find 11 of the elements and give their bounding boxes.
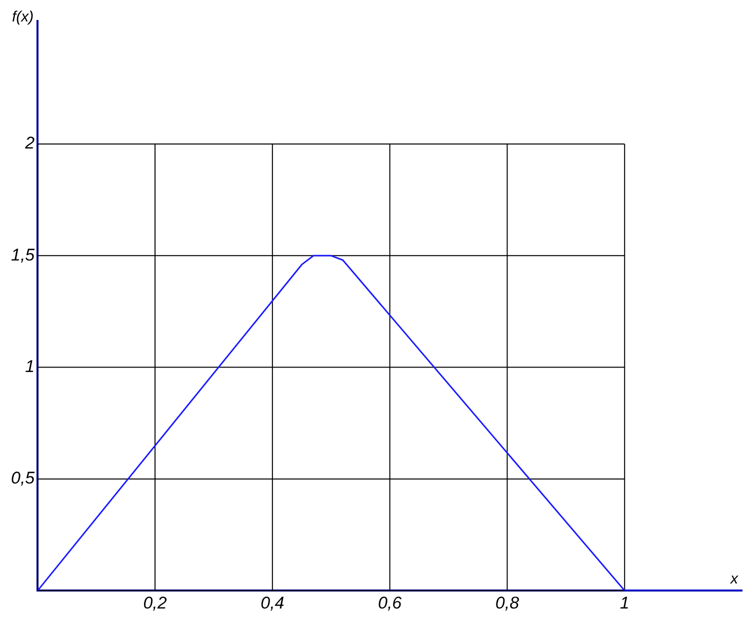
y-tick-label: 1,5 <box>10 245 36 264</box>
x-tick-label: 1 <box>620 594 630 613</box>
y-tick-label: 0,5 <box>10 468 36 488</box>
x-axis-title: x <box>730 570 738 588</box>
x-tick-label: 0,6 <box>378 594 402 613</box>
x-tick-label: 0,4 <box>260 594 284 613</box>
x-tick-label: 0,8 <box>495 594 520 613</box>
x-tick-label: 0,2 <box>143 594 168 613</box>
y-tick-label: 1 <box>25 357 35 376</box>
y-axis-title: f(x) <box>12 8 34 26</box>
y-tick-label: 2 <box>24 134 36 153</box>
